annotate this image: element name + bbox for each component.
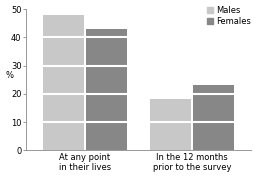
- Bar: [194, 85, 234, 150]
- Bar: [150, 100, 191, 150]
- Legend: Males, Females: Males, Females: [207, 6, 251, 26]
- Y-axis label: %: %: [6, 71, 14, 80]
- Bar: [43, 15, 84, 150]
- Bar: [86, 29, 127, 150]
